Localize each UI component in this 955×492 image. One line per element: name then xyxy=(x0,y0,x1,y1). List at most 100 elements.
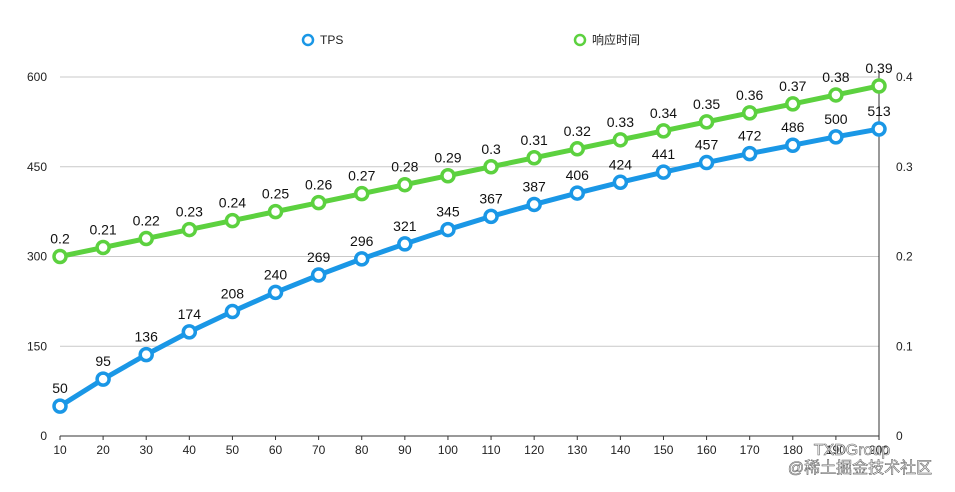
response-time-data-label: 0.39 xyxy=(865,60,892,76)
response-time-point xyxy=(181,221,198,238)
tps-point xyxy=(181,324,198,340)
y-right-tick-label: 0.3 xyxy=(896,160,913,174)
tps-point xyxy=(440,221,456,238)
response-time-data-label: 0.2 xyxy=(50,231,70,247)
x-tick-label: 170 xyxy=(740,443,760,457)
legend: TPS 响应时间 xyxy=(301,32,640,47)
y-left-tick-label: 150 xyxy=(27,339,47,353)
x-tick-label: 180 xyxy=(783,443,803,457)
y-right-tick-label: 0.4 xyxy=(896,70,913,84)
tps-data-label: 321 xyxy=(393,218,417,234)
tps-data-label: 457 xyxy=(695,137,719,153)
response-time-data-label: 0.38 xyxy=(822,69,849,85)
tps-data-label: 269 xyxy=(307,249,331,265)
x-tick-label: 160 xyxy=(697,443,717,457)
response-time-point xyxy=(52,248,68,265)
response-time-data-label: 0.37 xyxy=(779,78,806,94)
x-tick-label: 150 xyxy=(653,443,673,457)
watermark-line2: @稀土掘金技术社区 xyxy=(788,459,932,477)
tps-point xyxy=(353,251,370,267)
response-time-data-label: 0.31 xyxy=(521,132,548,148)
response-time-data-label: 0.3 xyxy=(481,141,501,157)
tps-point xyxy=(310,267,327,283)
legend-label-tps: TPS xyxy=(320,33,343,47)
tps-data-label: 367 xyxy=(479,190,503,206)
tps-point xyxy=(612,174,629,191)
y-left-tick-label: 0 xyxy=(40,429,47,443)
x-tick-label: 100 xyxy=(438,443,458,457)
response-time-point xyxy=(785,96,801,112)
x-tick-label: 60 xyxy=(269,443,283,457)
y-right-tick-label: 0 xyxy=(896,429,903,443)
y-right-tick-label: 0.1 xyxy=(896,339,913,353)
response-time-data-label: 0.24 xyxy=(219,195,246,211)
response-time-data-label: 0.29 xyxy=(434,150,461,166)
response-time-point xyxy=(483,159,499,175)
y-right-tick-label: 0.2 xyxy=(896,250,913,264)
tps-data-label: 441 xyxy=(652,146,676,162)
grid-layer xyxy=(60,76,879,347)
response-time-point xyxy=(655,123,672,139)
tps-point xyxy=(741,145,758,162)
response-time-point xyxy=(698,114,715,130)
response-time-point xyxy=(526,150,542,166)
tps-data-label: 513 xyxy=(867,103,891,119)
tps-data-label: 208 xyxy=(221,286,245,302)
response-time-point xyxy=(612,132,629,148)
tps-point xyxy=(785,137,801,153)
x-tick-label: 40 xyxy=(183,443,197,457)
response-time-data-label: 0.21 xyxy=(89,222,116,238)
response-time-point xyxy=(397,176,413,193)
x-tick-label: 140 xyxy=(610,443,630,457)
series-layer: 50 95 136 174 208 240 269 296 321 345 367 387 406 424… xyxy=(50,60,893,414)
response-time-data-label: 0.23 xyxy=(176,204,203,220)
tps-data-label: 95 xyxy=(95,353,111,369)
response-time-point xyxy=(267,203,284,220)
legend-label-response-time: 响应时间 xyxy=(592,32,640,47)
tps-data-label: 406 xyxy=(566,167,590,183)
tps-point xyxy=(52,398,68,414)
tps-point xyxy=(698,154,715,171)
tps-point xyxy=(397,236,413,252)
tps-data-label: 240 xyxy=(264,266,288,282)
tps-point xyxy=(224,303,241,320)
tps-data-label: 296 xyxy=(350,233,374,249)
x-tick-label: 190 xyxy=(826,443,846,457)
tps-data-label: 424 xyxy=(609,156,633,172)
tps-data-label: 472 xyxy=(738,128,762,144)
tps-data-label: 174 xyxy=(178,306,202,322)
response-time-data-label: 0.28 xyxy=(391,159,418,175)
legend-marker-response-time xyxy=(573,33,587,47)
tps-data-label: 500 xyxy=(824,111,848,127)
tps-point xyxy=(569,185,586,201)
response-time-point xyxy=(440,167,456,184)
x-tick-label: 130 xyxy=(567,443,587,457)
response-time-point xyxy=(871,78,887,94)
response-time-data-label: 0.35 xyxy=(693,96,720,112)
y-left-tick-label: 600 xyxy=(27,70,47,84)
axis-layer: 0 150 300 450 600 0 0.1 0.2 0.3 0.4 10 20 30 40 50 60 70… xyxy=(27,70,913,457)
x-tick-label: 10 xyxy=(53,443,67,457)
tps-point xyxy=(526,196,542,213)
response-time-point xyxy=(224,212,241,229)
x-tick-label: 120 xyxy=(524,443,544,457)
tps-point xyxy=(95,371,111,387)
response-time-point xyxy=(138,230,154,247)
tps-point xyxy=(267,284,284,301)
response-time-data-label: 0.25 xyxy=(262,186,289,202)
tps-data-label: 387 xyxy=(522,178,546,194)
tps-point xyxy=(483,208,499,225)
response-time-point xyxy=(569,141,586,157)
tps-point xyxy=(138,346,154,363)
y-left-tick-label: 450 xyxy=(27,160,47,174)
response-time-data-label: 0.36 xyxy=(736,87,763,103)
response-time-point xyxy=(353,185,370,202)
watermark: TXDGroup @稀土掘金技术社区 xyxy=(788,442,933,478)
watermark-line1: TXDGroup xyxy=(814,442,891,459)
x-tick-label: 20 xyxy=(96,443,110,457)
x-tick-label: 30 xyxy=(140,443,154,457)
response-time-point xyxy=(95,239,111,256)
x-tick-label: 50 xyxy=(226,443,240,457)
x-tick-label: 110 xyxy=(481,443,500,457)
y-left-tick-label: 300 xyxy=(27,250,47,264)
